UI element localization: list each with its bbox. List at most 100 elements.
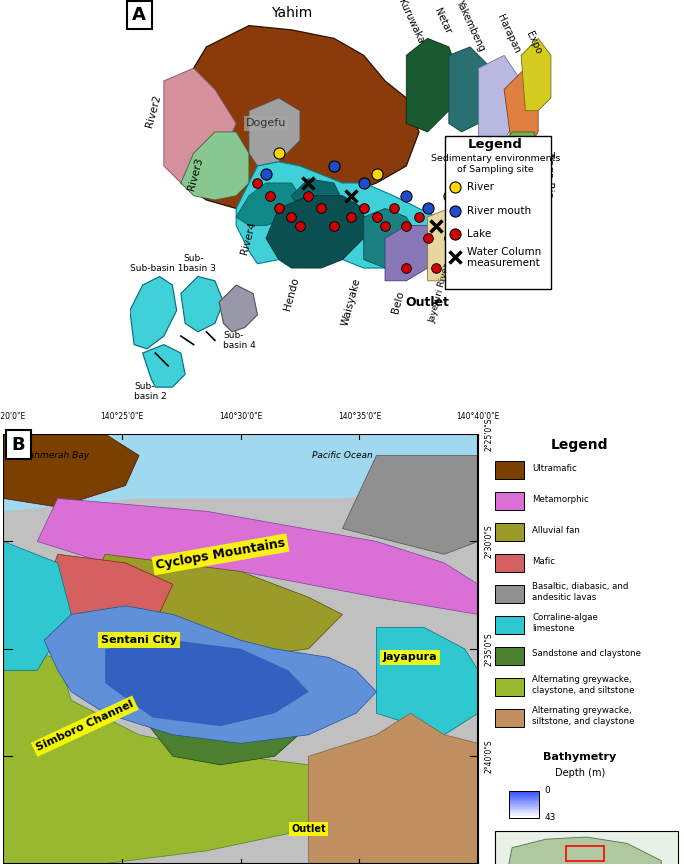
Polygon shape (44, 606, 377, 743)
Text: Legend: Legend (468, 138, 523, 151)
Text: Sub-
basin 3: Sub- basin 3 (183, 254, 216, 273)
Polygon shape (3, 434, 139, 507)
Bar (509, 816, 539, 818)
Text: River4: River4 (240, 220, 258, 256)
Bar (445, 136, 551, 289)
Text: Outlet: Outlet (406, 296, 449, 308)
Bar (509, 794, 539, 796)
Polygon shape (130, 277, 177, 349)
Polygon shape (3, 434, 478, 511)
Polygon shape (342, 456, 478, 555)
Polygon shape (105, 641, 309, 727)
Text: Sub-
basin 2: Sub- basin 2 (134, 382, 167, 401)
Polygon shape (427, 208, 479, 281)
Text: Sandstone and claystone: Sandstone and claystone (532, 649, 641, 659)
Bar (509, 796, 539, 798)
Text: Outlet: Outlet (291, 825, 326, 834)
Bar (509, 803, 539, 805)
Text: 2°40'0"S: 2°40'0"S (485, 740, 494, 773)
Bar (509, 799, 539, 801)
Text: Bathymetry: Bathymetry (543, 752, 616, 762)
Text: Belo: Belo (390, 290, 406, 314)
Text: 140°30'0"E: 140°30'0"E (219, 412, 262, 421)
Text: Alternating greywacke,
claystone, and siltstone: Alternating greywacke, claystone, and si… (532, 675, 635, 694)
Polygon shape (164, 68, 236, 183)
Text: Sub-
basin 4: Sub- basin 4 (223, 331, 256, 350)
Polygon shape (406, 38, 462, 132)
Polygon shape (37, 498, 478, 615)
Bar (3, 434, 478, 864)
Text: Tiaga Ria: Tiaga Ria (544, 150, 553, 199)
Text: Corraline-algae
limestone: Corraline-algae limestone (532, 614, 598, 633)
Bar (566, 845, 603, 861)
Text: 2°25'0"S: 2°25'0"S (485, 418, 494, 450)
Text: Pacific Ocean: Pacific Ocean (312, 451, 373, 460)
Text: Harapan: Harapan (495, 13, 522, 56)
Text: 43: 43 (545, 813, 556, 822)
Text: Simboro Channel: Simboro Channel (34, 700, 135, 753)
Polygon shape (37, 555, 173, 641)
Text: 140°25'0"E: 140°25'0"E (101, 412, 144, 421)
Text: Yakembeng: Yakembeng (453, 0, 486, 53)
Text: Tanahmerah Bay: Tanahmerah Bay (13, 451, 89, 460)
Bar (495, 647, 523, 665)
Text: Sedimentary environments
of Sampling site: Sedimentary environments of Sampling sit… (431, 155, 560, 174)
Text: 140°35'0"E: 140°35'0"E (338, 412, 381, 421)
Polygon shape (181, 132, 249, 200)
Text: Yahim: Yahim (271, 6, 312, 20)
Text: Mafic: Mafic (532, 556, 556, 566)
Text: Sub-basin 1: Sub-basin 1 (130, 264, 183, 273)
Bar (509, 792, 539, 794)
Polygon shape (521, 38, 551, 111)
Bar (495, 615, 523, 634)
Text: A: A (132, 6, 146, 24)
Polygon shape (364, 208, 419, 268)
Polygon shape (504, 68, 538, 153)
Bar (509, 791, 539, 818)
Polygon shape (219, 285, 258, 332)
Polygon shape (173, 25, 419, 208)
Bar (509, 807, 539, 809)
Bar (495, 461, 523, 479)
Bar (495, 554, 523, 572)
Text: Depth (m): Depth (m) (555, 768, 605, 778)
Text: Waisyake: Waisyake (340, 277, 362, 327)
Polygon shape (181, 277, 223, 332)
Polygon shape (449, 47, 491, 132)
Bar (495, 523, 523, 541)
Bar (495, 585, 523, 603)
Text: River2: River2 (144, 93, 162, 128)
Text: 2°30'0"S: 2°30'0"S (485, 524, 494, 558)
Bar (509, 811, 539, 812)
Bar (509, 805, 539, 807)
Text: River mouth: River mouth (466, 206, 531, 215)
Text: Hendo: Hendo (282, 276, 301, 311)
Polygon shape (506, 837, 661, 868)
Polygon shape (236, 161, 462, 273)
Text: Expo: Expo (524, 30, 543, 56)
Text: Dogefu: Dogefu (246, 118, 286, 128)
Polygon shape (385, 226, 436, 281)
Bar (509, 801, 539, 803)
Polygon shape (142, 345, 185, 387)
Polygon shape (479, 56, 521, 153)
Text: Basaltic, diabasic, and
andesitic lavas: Basaltic, diabasic, and andesitic lavas (532, 582, 629, 602)
Text: Metamorphic: Metamorphic (532, 495, 589, 503)
Text: Alluvial fan: Alluvial fan (532, 526, 580, 535)
Text: River3: River3 (186, 157, 205, 192)
Bar (509, 791, 539, 792)
Text: 2°35'0"S: 2°35'0"S (485, 632, 494, 666)
Bar (509, 812, 539, 814)
Bar (495, 831, 678, 868)
Polygon shape (491, 132, 547, 251)
Text: Lake: Lake (466, 229, 491, 239)
Bar (3, 434, 478, 864)
Text: Water Column
measurement: Water Column measurement (466, 247, 541, 268)
Bar (509, 798, 539, 799)
Bar (495, 708, 523, 727)
Bar (495, 678, 523, 695)
Bar (509, 809, 539, 811)
Text: 140°20'0"E: 140°20'0"E (0, 412, 25, 421)
Text: River: River (466, 182, 494, 192)
Text: 140°40'0"E: 140°40'0"E (456, 412, 500, 421)
